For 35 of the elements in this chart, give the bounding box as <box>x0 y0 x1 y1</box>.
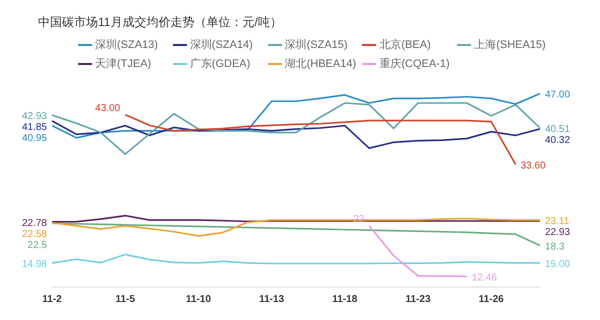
legend-label: 深圳(SZA14) <box>190 38 253 52</box>
data-label: 42.93 <box>22 111 48 122</box>
legend-label: 上海(SHEA15) <box>474 38 546 52</box>
data-label: 47.00 <box>545 90 570 101</box>
legend-label: 湖北(HBEA14) <box>284 57 356 71</box>
chart-title: 中国碳市场11月成交均价走势（单位：元/吨） <box>37 14 283 31</box>
data-label: 12.46 <box>472 272 498 284</box>
data-label: 18.3 <box>545 242 565 252</box>
data-label: 40.51 <box>545 124 570 135</box>
data-label: 14.98 <box>22 259 48 270</box>
data-label: 22.78 <box>22 218 48 229</box>
x-tick-label: 11-5 <box>115 294 136 306</box>
legend-label: 重庆(CQEA-1) <box>379 56 450 71</box>
data-label: 23.11 <box>545 216 570 228</box>
data-label: 40.95 <box>22 133 48 144</box>
data-label: 22.93 <box>545 227 570 238</box>
data-label: 22.5 <box>28 240 48 251</box>
x-tick-label: 11-13 <box>259 294 285 306</box>
data-label: 33.60 <box>520 160 546 172</box>
x-tick-label: 11-2 <box>42 294 62 306</box>
data-label: 41.85 <box>22 122 48 134</box>
legend-label: 天津(TJEA) <box>95 57 152 71</box>
x-tick-label: 11-26 <box>478 294 504 306</box>
x-tick-label: 11-23 <box>405 294 431 306</box>
data-label: 40.32 <box>545 134 570 146</box>
x-tick-label: 11-18 <box>332 294 358 306</box>
data-label: 22.58 <box>22 228 48 240</box>
data-label: 15.00 <box>545 258 570 270</box>
data-label: 22 <box>353 214 365 225</box>
legend-label: 深圳(SZA15) <box>284 38 348 52</box>
data-label: 43.00 <box>95 102 121 114</box>
x-tick-label: 11-10 <box>186 294 212 306</box>
legend-label: 广东(GDEA) <box>190 56 250 71</box>
legend-label: 北京(BEA) <box>379 38 431 52</box>
legend-label: 深圳(SZA13) <box>95 38 158 52</box>
